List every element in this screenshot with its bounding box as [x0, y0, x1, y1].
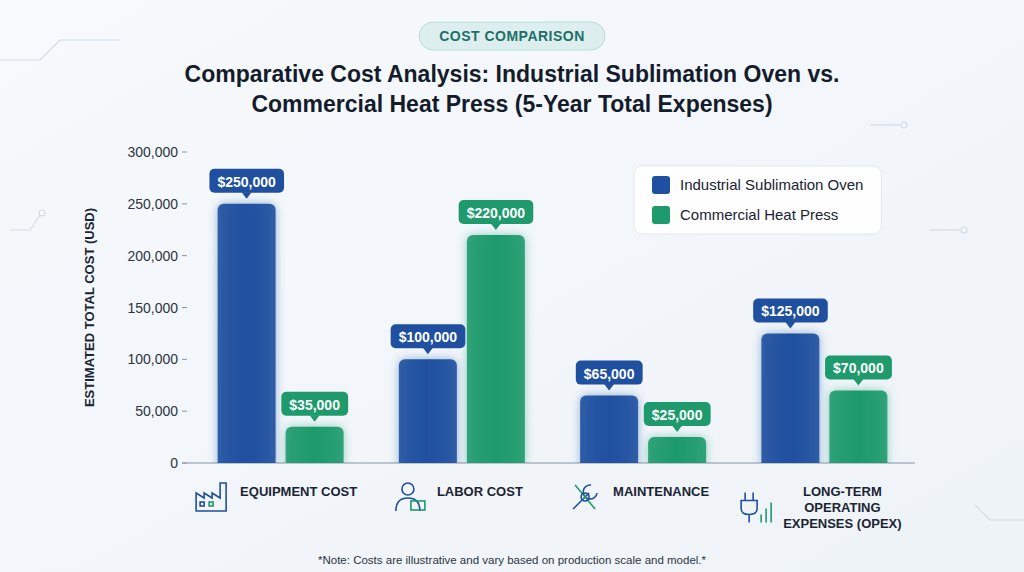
data-label-pointer: [604, 384, 614, 391]
data-label-background: [281, 392, 348, 416]
bar: [286, 427, 344, 463]
data-label-badge: $25,000: [644, 402, 711, 432]
y-tick-label: 150,000: [127, 300, 178, 316]
data-label-background: [753, 298, 828, 322]
data-label: $250,000: [217, 174, 276, 190]
data-label-badge: $70,000: [825, 355, 892, 385]
data-label-badge: $220,000: [459, 200, 534, 230]
x-tick-label: LABOR COST: [437, 484, 523, 499]
legend-swatch: [652, 206, 670, 224]
category-icon: [196, 483, 226, 511]
y-tick: [182, 359, 187, 360]
x-tick-label: LONG-TERMOPERATINGEXPENSES (OPEX): [783, 484, 901, 531]
data-label-background: [391, 324, 466, 348]
data-label-badge: $65,000: [576, 361, 643, 391]
legend-swatch: [652, 176, 670, 194]
category-icon: [396, 483, 425, 511]
data-label: $100,000: [399, 329, 458, 345]
subtitle-badge: COST COMPARISON: [419, 22, 605, 50]
data-label: $70,000: [833, 360, 884, 376]
data-label-background: [644, 402, 711, 426]
data-label: $65,000: [584, 366, 635, 382]
y-axis-title: ESTIMATED TOTAL COST (USD): [82, 208, 97, 407]
data-label-pointer: [785, 322, 795, 329]
bar: [399, 359, 457, 463]
bar: [761, 333, 819, 463]
data-label-background: [576, 361, 643, 385]
bar: [580, 396, 638, 463]
y-tick-label: 50,000: [135, 403, 178, 419]
data-label-pointer: [423, 348, 433, 355]
y-axis: 0 50,000 100,000 150,000 200,000 250,000 300,0…: [127, 144, 187, 471]
data-label-pointer: [491, 223, 501, 230]
x-axis: EQUIPMENT COST LABOR COST MAINTENANCE LONG-…: [196, 483, 902, 531]
y-tick-label: 200,000: [127, 248, 178, 264]
data-label: $25,000: [652, 407, 703, 423]
data-label-pointer: [853, 379, 863, 386]
bar: [467, 235, 525, 463]
badge-background: [419, 22, 605, 50]
data-label: $35,000: [289, 397, 340, 413]
data-label-pointer: [672, 426, 682, 433]
data-label-background: [209, 169, 284, 193]
y-tick: [182, 411, 187, 412]
legend: Industrial Sublimation Oven Commercial He…: [634, 166, 881, 234]
y-tick: [182, 307, 187, 308]
legend-label: Industrial Sublimation Oven: [680, 176, 863, 193]
data-labels: $250,000 $100,000 $65,000 $125,000 $35,000 $2…: [209, 169, 891, 432]
annotation: *Note: Costs are illustrative and vary b…: [318, 554, 707, 566]
category-icon: [573, 485, 597, 509]
legend-background: [634, 166, 881, 234]
y-tick: [182, 152, 187, 153]
legend-label: Commercial Heat Press: [680, 206, 838, 223]
x-tick-label: EQUIPMENT COST: [240, 484, 357, 499]
data-label-pointer: [310, 415, 320, 422]
title: Comparative Cost Analysis: Industrial Su…: [185, 61, 840, 117]
y-tick-label: 250,000: [127, 196, 178, 212]
data-label: $220,000: [467, 205, 526, 221]
bar: [218, 204, 276, 463]
y-tick: [182, 203, 187, 204]
data-label-badge: $250,000: [209, 169, 284, 199]
bar: [648, 437, 706, 463]
data-label-badge: $125,000: [753, 298, 828, 328]
background: [0, 0, 1024, 572]
bar: [829, 390, 887, 463]
bars: [218, 204, 888, 463]
category-icon: [741, 493, 771, 523]
data-label-background: [459, 200, 534, 224]
x-tick-label: MAINTENANCE: [613, 484, 709, 499]
data-label-pointer: [242, 192, 252, 199]
data-label-badge: $35,000: [281, 392, 348, 422]
decoration: [0, 40, 1024, 520]
data-label-badge: $100,000: [391, 324, 466, 354]
chart: COST COMPARISON Comparative Cost Analysis…: [0, 0, 1024, 572]
y-tick-label: 100,000: [127, 351, 178, 367]
y-tick-label: 300,000: [127, 144, 178, 160]
data-label-background: [825, 355, 892, 379]
subtitle: COST COMPARISON: [439, 28, 585, 44]
y-tick-label: 0: [170, 455, 178, 471]
y-tick: [182, 255, 187, 256]
data-label: $125,000: [761, 303, 820, 319]
